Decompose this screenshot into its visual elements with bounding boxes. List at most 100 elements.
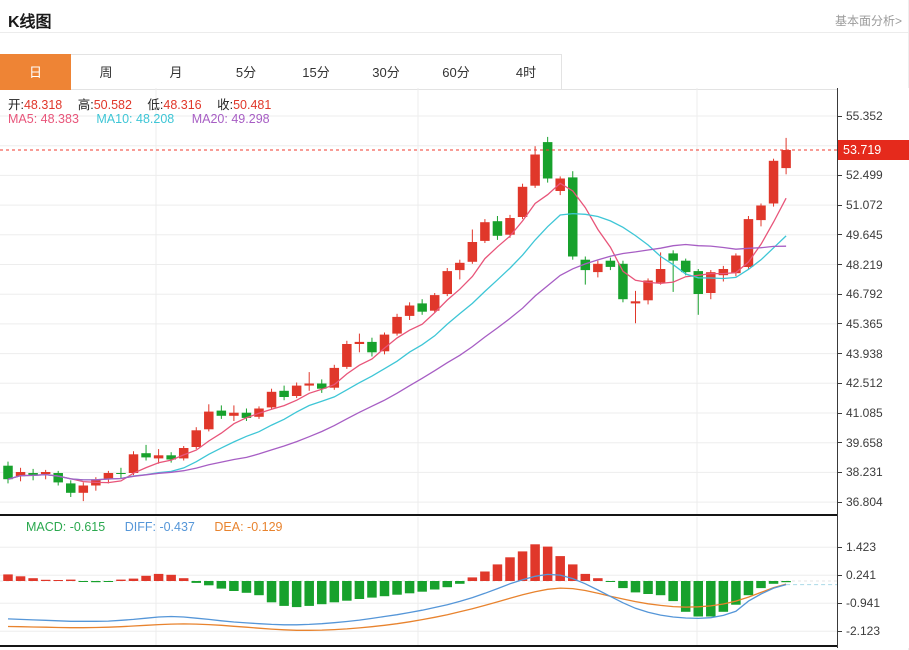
macd-bar <box>379 581 390 597</box>
macd-bar <box>166 574 176 581</box>
candle-body <box>66 483 76 493</box>
tab-30min[interactable]: 30分 <box>351 54 422 90</box>
macd-bar <box>191 581 201 583</box>
candle-body <box>191 430 201 447</box>
tab-4hour[interactable]: 4时 <box>491 54 562 90</box>
macd-bar <box>718 581 729 612</box>
dea-line <box>7 583 787 631</box>
macd-bar <box>266 581 277 603</box>
open-label: 开: <box>8 98 24 112</box>
axis-tick <box>838 382 842 384</box>
candle-body <box>128 454 139 473</box>
axis-tick <box>838 323 842 325</box>
macd-bar <box>342 581 352 601</box>
title-divider <box>0 32 909 33</box>
macd-bar <box>254 581 264 596</box>
macd-bar <box>442 581 452 588</box>
macd-bar <box>354 581 365 599</box>
axis-tick <box>838 442 842 444</box>
candle-body <box>643 280 653 301</box>
macd-bar <box>329 581 340 603</box>
candle-body <box>317 383 327 389</box>
tab-day[interactable]: 日 <box>0 54 71 90</box>
candle-body <box>141 453 151 458</box>
candle-body <box>28 473 38 476</box>
candle-body <box>718 269 729 276</box>
macd-bar <box>216 581 227 589</box>
candle-body <box>166 455 176 460</box>
ma20-readout: MA20: 49.298 <box>191 112 270 126</box>
price-axis-label: 36.804 <box>846 495 883 510</box>
macd-readout: MACD: -0.615 DIFF: -0.437 DEA: -0.129 <box>26 520 283 534</box>
macd-bar <box>66 579 76 581</box>
axis-tick <box>838 174 842 176</box>
candle-body <box>605 260 616 267</box>
price-axis-label: 45.365 <box>846 316 883 331</box>
macd-bar <box>103 581 114 582</box>
macd-bar <box>392 581 402 595</box>
macd-bar <box>279 581 289 606</box>
macd-bar <box>768 581 779 584</box>
axis-tick <box>838 602 842 604</box>
axis-tick <box>838 574 842 576</box>
axis-tick <box>838 264 842 265</box>
high-value: 50.582 <box>93 98 132 112</box>
panel-separator <box>0 514 909 516</box>
candle-body <box>429 295 440 311</box>
macd-bar <box>680 581 691 612</box>
tab-15min[interactable]: 15分 <box>281 54 352 90</box>
macd-bar <box>317 581 327 605</box>
axis-tick <box>838 115 842 117</box>
candle-body <box>216 410 227 416</box>
macd-bar <box>417 581 427 592</box>
macd-bar <box>731 581 741 605</box>
macd-bar <box>128 578 139 581</box>
low-label: 低: <box>147 98 164 112</box>
tab-month[interactable]: 月 <box>141 54 212 90</box>
candle-body <box>379 334 390 352</box>
price-axis-label: 39.658 <box>846 435 883 450</box>
macd-bar <box>505 557 515 581</box>
price-axis-label: 41.085 <box>846 406 883 420</box>
fundamental-analysis-link[interactable]: 基本面分析> <box>834 14 902 28</box>
macd-chart-svg <box>0 517 838 646</box>
macd-bar <box>78 581 89 582</box>
macd-bar <box>530 544 540 581</box>
macd-bar <box>706 581 716 617</box>
axis-tick <box>838 471 842 473</box>
macd-bar <box>141 575 151 581</box>
diff-line <box>7 573 787 626</box>
candle-body <box>229 412 239 416</box>
ohlc-readout: 开:48.318 高:50.582 低:48.316 收:50.481 <box>8 94 271 113</box>
tab-60min[interactable]: 60分 <box>421 54 492 90</box>
candle-body <box>103 473 114 480</box>
dea-value-readout: DEA: -0.129 <box>214 520 283 534</box>
candle-body <box>781 150 791 169</box>
price-axis: 55.352 52.499 51.072 49.645 48.219 46.792 45.3… <box>837 88 909 648</box>
macd-bar <box>693 581 703 617</box>
macd-bar <box>91 581 101 583</box>
axis-tick <box>838 293 842 295</box>
candle-body <box>555 178 565 191</box>
low-value: 48.316 <box>163 98 202 112</box>
price-axis-label: 46.792 <box>846 287 883 302</box>
macd-bar <box>116 579 126 581</box>
macd-bar <box>40 579 51 581</box>
macd-chart[interactable] <box>0 517 838 646</box>
price-axis-label: 38.231 <box>846 465 883 480</box>
tab-week[interactable]: 周 <box>71 54 142 90</box>
price-axis-label: 43.938 <box>846 346 883 361</box>
macd-axis-label: -0.941 <box>846 596 881 611</box>
candlestick-chart[interactable] <box>0 88 838 515</box>
axis-tick <box>838 630 842 632</box>
candle-body <box>3 465 13 480</box>
macd-bar <box>743 581 754 596</box>
tab-5min[interactable]: 5分 <box>211 54 282 90</box>
macd-bar <box>480 571 490 581</box>
candle-body <box>693 271 703 294</box>
candle-body <box>279 390 289 397</box>
macd-bar <box>580 573 591 581</box>
candle-body <box>630 301 641 304</box>
macd-bar <box>153 573 164 581</box>
candle-body <box>680 260 691 273</box>
